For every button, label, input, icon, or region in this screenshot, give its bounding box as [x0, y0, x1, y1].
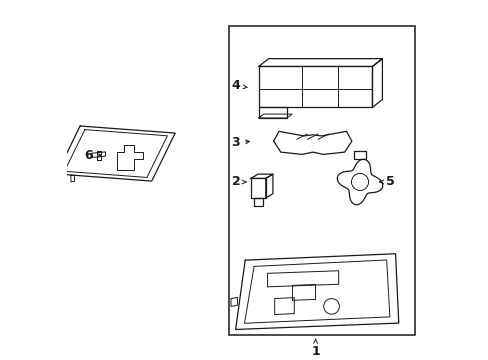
Text: 6: 6 [84, 149, 101, 162]
Bar [228, 26, 414, 335]
Text: 4: 4 [231, 80, 246, 93]
Text: 5: 5 [379, 175, 394, 189]
Text: 1: 1 [310, 339, 319, 358]
Text: 2: 2 [231, 175, 245, 189]
Text: 3: 3 [231, 136, 249, 149]
